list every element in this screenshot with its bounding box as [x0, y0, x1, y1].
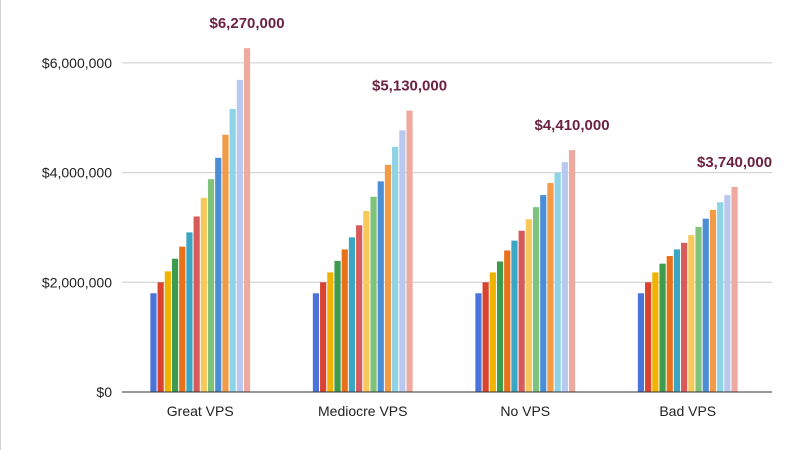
- x-axis-category-labels: Great VPS Mediocre VPS No VPS Bad VPS: [167, 403, 716, 419]
- bar: [150, 293, 157, 392]
- bar: [547, 183, 554, 392]
- bar: [496, 261, 504, 392]
- bar: [327, 272, 334, 392]
- bar: [666, 255, 673, 392]
- bar: [312, 293, 320, 392]
- data-label: $4,410,000: [535, 117, 610, 134]
- y-axis-tick-labels: $0 $2,000,000 $4,000,000 $6,000,000: [42, 55, 112, 400]
- y-tick-label: $0: [96, 384, 112, 400]
- bar: [475, 293, 482, 392]
- data-label: $5,130,000: [372, 78, 447, 95]
- bar: [724, 195, 731, 392]
- bar: [207, 179, 215, 392]
- data-label: $3,740,000: [697, 154, 772, 171]
- bar: [652, 272, 659, 392]
- bar: [717, 202, 724, 392]
- x-category-label: Bad VPS: [659, 403, 716, 419]
- y-tick-label: $2,000,000: [42, 274, 112, 290]
- bar: [702, 218, 709, 392]
- bar: [193, 216, 200, 392]
- bar: [731, 186, 738, 392]
- bar: [482, 282, 489, 392]
- data-label: $6,270,000: [210, 15, 285, 32]
- bar: [320, 282, 327, 392]
- bar: [229, 108, 236, 393]
- bar: [384, 164, 392, 392]
- bar: [695, 226, 702, 392]
- bar: [392, 146, 399, 392]
- bar: [370, 196, 377, 392]
- bar: [164, 271, 171, 392]
- bar: [171, 258, 179, 392]
- bar: [186, 232, 193, 392]
- x-category-label: Great VPS: [167, 403, 234, 419]
- bar: [489, 272, 496, 392]
- bar: [157, 282, 164, 392]
- bar: [222, 134, 229, 392]
- bar: [341, 249, 348, 392]
- bar: [399, 130, 406, 392]
- y-tick-label: $4,000,000: [42, 165, 112, 181]
- bar: [243, 48, 251, 392]
- bars: [150, 48, 738, 393]
- window-edge: [0, 0, 1, 450]
- bar: [511, 240, 518, 392]
- bar: [637, 293, 645, 392]
- bar: [709, 209, 717, 392]
- bar: [673, 249, 681, 392]
- x-category-label: No VPS: [500, 403, 550, 419]
- bar: [504, 250, 511, 392]
- bar: [645, 282, 652, 392]
- bar: [215, 157, 222, 392]
- bar: [518, 230, 525, 392]
- bar: [568, 150, 576, 392]
- bar: [532, 207, 540, 392]
- bar: [681, 242, 688, 392]
- bar: [200, 197, 207, 392]
- bar: [334, 260, 341, 392]
- bar: [377, 181, 384, 392]
- bar: [179, 246, 186, 392]
- bar: [540, 195, 547, 392]
- bar: [236, 79, 243, 393]
- bar: [525, 219, 532, 392]
- x-category-label: Mediocre VPS: [318, 403, 407, 419]
- y-tick-label: $6,000,000: [42, 55, 112, 71]
- bar: [356, 225, 363, 392]
- data-labels: $6,270,000 $5,130,000 $4,410,000 $3,740,000: [210, 15, 773, 171]
- bar: [363, 211, 370, 392]
- bar: [659, 263, 666, 392]
- bar: [561, 162, 568, 392]
- bar: [348, 237, 356, 392]
- bar: [406, 110, 413, 393]
- bar: [688, 235, 695, 392]
- bar: [554, 172, 561, 392]
